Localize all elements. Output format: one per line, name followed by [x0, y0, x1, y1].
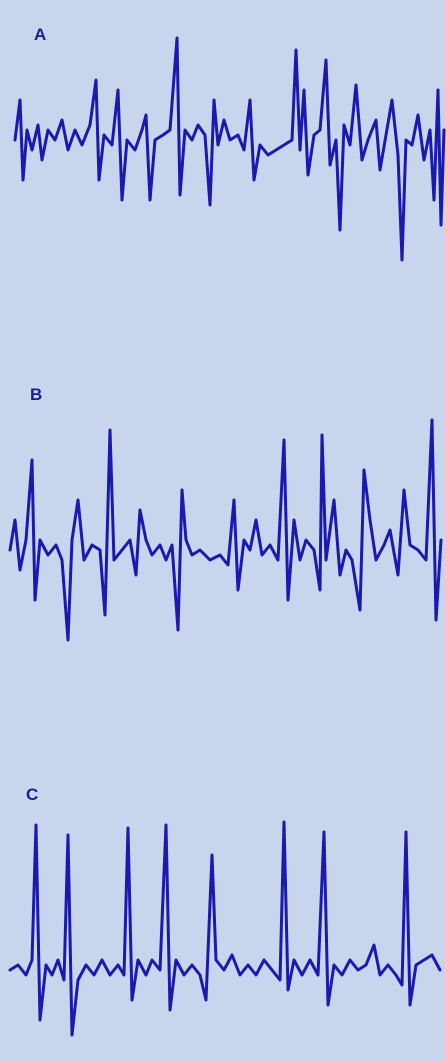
- panel-label: B: [30, 385, 42, 404]
- panel-label: A: [34, 25, 46, 44]
- ecg-figure: A B C: [0, 0, 446, 1061]
- page: {"panels": [{"label": "A"}, {"label": "B…: [0, 0, 446, 1061]
- panel-label: C: [26, 785, 38, 804]
